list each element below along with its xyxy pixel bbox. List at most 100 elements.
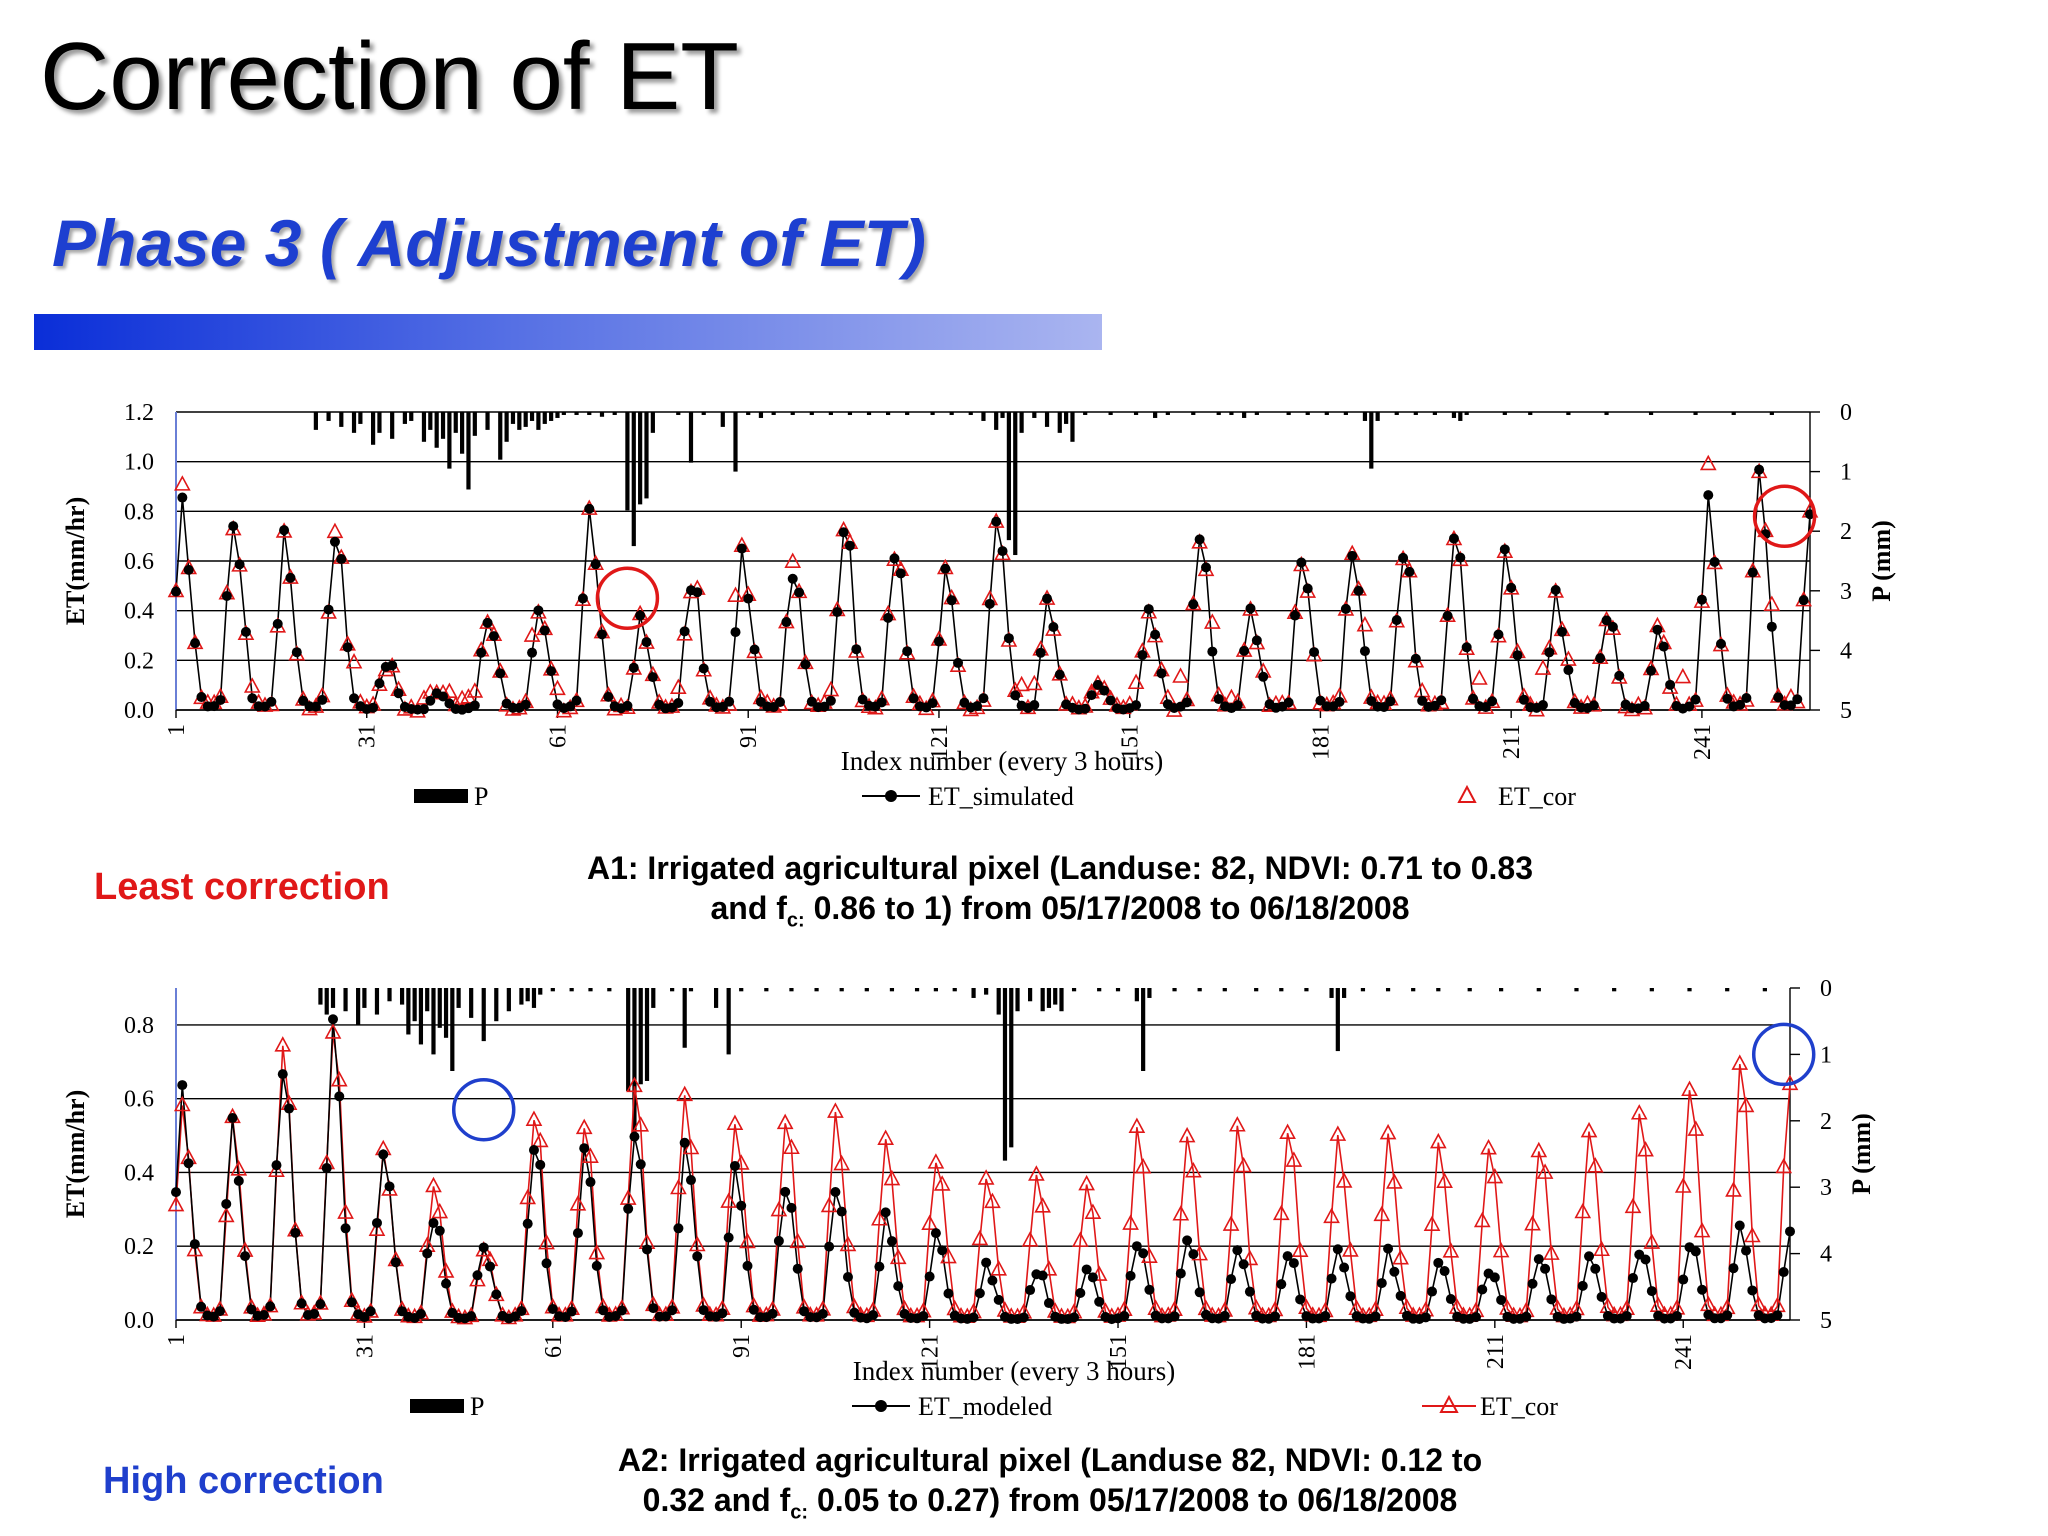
et-cor-point bbox=[1323, 1207, 1340, 1224]
et-simulated-point bbox=[571, 695, 582, 706]
precip-bar bbox=[1499, 988, 1504, 992]
precip-bar bbox=[1197, 988, 1202, 992]
et-simulated-point bbox=[1595, 653, 1606, 664]
et-simulated-point bbox=[565, 701, 576, 712]
et-simulated-point bbox=[1588, 700, 1599, 711]
et-simulated-point bbox=[1383, 1243, 1394, 1254]
et-simulated-point bbox=[968, 1312, 979, 1323]
et-cor-point bbox=[525, 1110, 543, 1126]
precip-bar bbox=[688, 988, 694, 992]
et-cor-point bbox=[727, 586, 744, 603]
precip-bar bbox=[1032, 412, 1037, 418]
precip-bar bbox=[1451, 412, 1457, 418]
precip-bar bbox=[443, 988, 449, 1038]
precip-bar bbox=[1083, 412, 1088, 415]
et-cor-point bbox=[1775, 1157, 1793, 1174]
et-cor-point bbox=[217, 1206, 235, 1223]
y2-axis-title: P (mm) bbox=[1867, 520, 1896, 602]
et-cor-point bbox=[839, 1235, 857, 1252]
et-simulated-point bbox=[1455, 552, 1466, 563]
et-cor-point bbox=[1172, 667, 1189, 683]
et-simulated-point bbox=[775, 697, 786, 708]
precip-bar bbox=[1413, 412, 1418, 415]
et-simulated-point bbox=[183, 1158, 194, 1169]
y-tick-label: 0.4 bbox=[124, 1160, 154, 1186]
et-simulated-point bbox=[1169, 1311, 1180, 1322]
et-cor-point bbox=[441, 682, 458, 699]
et-simulated-point bbox=[365, 1306, 376, 1317]
et-simulated-point bbox=[1395, 1290, 1406, 1301]
precip-bar bbox=[425, 988, 430, 1012]
et-simulated-point bbox=[1577, 1280, 1588, 1291]
et-simulated-point bbox=[1709, 556, 1720, 567]
precip-bar bbox=[1108, 412, 1113, 415]
et-simulated-point bbox=[336, 554, 347, 565]
precip-bar bbox=[1528, 412, 1533, 415]
caption-a2-line2: 0.32 and fc: 0.05 to 0.27) from 05/17/20… bbox=[450, 1480, 1650, 1532]
et-simulated-point bbox=[857, 694, 868, 705]
et-cor-point bbox=[669, 678, 687, 695]
et-simulated-point bbox=[1232, 1245, 1243, 1256]
x-tick-label: 61 bbox=[545, 724, 571, 748]
precip-bar bbox=[638, 988, 643, 1085]
et-simulated-point bbox=[1417, 695, 1428, 706]
et-cor-point bbox=[1737, 1096, 1755, 1113]
precip-bar bbox=[1044, 412, 1050, 427]
et-simulated-point bbox=[1546, 1294, 1557, 1305]
et-simulated-point bbox=[1527, 1278, 1538, 1289]
et-simulated-point bbox=[1290, 610, 1301, 621]
et-simulated-point bbox=[1715, 638, 1726, 649]
et-simulated-point bbox=[246, 1304, 257, 1315]
et-simulated-point bbox=[469, 700, 480, 711]
et-simulated-point bbox=[240, 626, 251, 637]
y2-tick-label: 2 bbox=[1840, 519, 1852, 545]
precip-bar bbox=[1648, 412, 1654, 415]
et-simulated-point bbox=[1496, 1294, 1507, 1305]
et-simulated-point bbox=[1137, 650, 1148, 661]
legend-cor-marker bbox=[1439, 1394, 1459, 1413]
et-simulated-point bbox=[1487, 696, 1498, 707]
y2-tick-label: 4 bbox=[1820, 1242, 1832, 1268]
et-simulated-point bbox=[1138, 1248, 1149, 1259]
precip-bar bbox=[682, 988, 687, 1048]
precip-bar bbox=[1436, 988, 1441, 992]
et-simulated-point bbox=[265, 1301, 276, 1312]
precip-bar bbox=[1191, 412, 1196, 415]
et-cor-point bbox=[173, 1095, 191, 1112]
et-simulated-point bbox=[629, 1131, 640, 1142]
et-simulated-point bbox=[1506, 582, 1517, 593]
et-cor-point bbox=[538, 1233, 555, 1250]
et-cor-point bbox=[1229, 1116, 1246, 1132]
et-simulated-point bbox=[234, 559, 245, 570]
precip-bar bbox=[1057, 412, 1062, 433]
precip-bar bbox=[1070, 412, 1075, 442]
et-simulated-point bbox=[272, 618, 283, 629]
precip-bar bbox=[313, 412, 318, 430]
et-simulated-point bbox=[953, 657, 964, 668]
et-cor-point bbox=[739, 1232, 756, 1249]
precip-bar bbox=[1566, 412, 1571, 415]
et-simulated-point bbox=[1640, 1254, 1651, 1265]
et-simulated-point bbox=[541, 1258, 552, 1269]
et-simulated-point bbox=[422, 1248, 433, 1259]
et-simulated-point bbox=[1445, 1294, 1456, 1305]
et-simulated-point bbox=[1339, 1262, 1350, 1273]
et-cor-point bbox=[720, 1192, 737, 1208]
et-simulated-point bbox=[883, 612, 894, 623]
et-cor-point bbox=[827, 1102, 844, 1118]
et-simulated-point bbox=[902, 646, 913, 657]
et-simulated-point bbox=[1144, 1284, 1155, 1295]
precip-bar bbox=[402, 412, 407, 424]
et-simulated-point bbox=[799, 1306, 810, 1317]
et-cor-point bbox=[1335, 1172, 1353, 1188]
et-simulated-point bbox=[748, 1304, 759, 1315]
et-cor-point bbox=[243, 677, 261, 693]
et-simulated-point bbox=[1521, 1311, 1532, 1322]
et-cor-point bbox=[1025, 674, 1043, 691]
et-cor-point bbox=[1699, 454, 1717, 471]
et-simulated-point bbox=[1703, 490, 1714, 501]
legend-cor-label: ET_cor bbox=[1498, 782, 1576, 811]
et-simulated-point bbox=[1105, 695, 1116, 706]
legend-cor-marker bbox=[1457, 784, 1477, 803]
et-simulated-point bbox=[1778, 1267, 1789, 1278]
